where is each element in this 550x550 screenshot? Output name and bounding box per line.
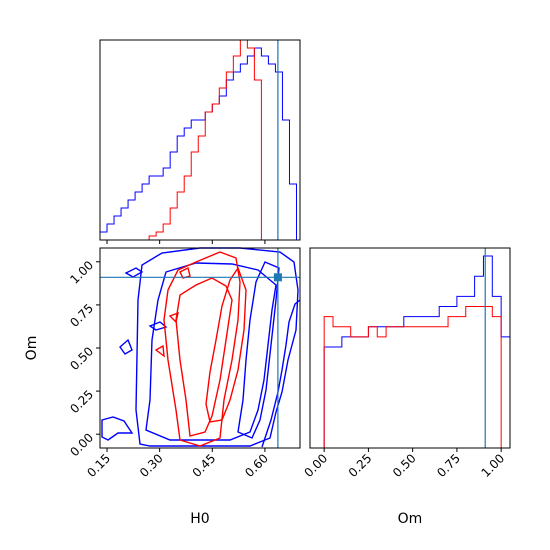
om-xtick-label: 0.50 (390, 451, 419, 480)
om-histogram-series (323, 306, 502, 448)
blue-contour-island (124, 267, 144, 278)
2d-ytick-label: 0.00 (67, 430, 96, 459)
2d-ylabel: Om (24, 336, 40, 361)
blue-contour-island (148, 321, 168, 331)
red-contour-inner (205, 266, 247, 423)
om-xtick-label: 0.75 (434, 451, 463, 480)
2d-ytick-label: 1.00 (67, 258, 96, 287)
2d-xtick-label: 0.60 (242, 451, 271, 480)
h0-histogram-series (99, 47, 297, 240)
h0-panel-frame (99, 39, 301, 241)
om-xlabel: Om (398, 511, 423, 527)
om-histogram-series (315, 255, 511, 449)
red-contour-outer (163, 251, 241, 447)
om-xtick-label: 0.00 (301, 451, 330, 480)
2d-xlabel: H0 (190, 511, 209, 527)
blue-contour-outer (101, 416, 134, 441)
red-contour-island (154, 344, 165, 358)
2d-truth-marker (273, 273, 282, 282)
2d-xtick-label: 0.45 (190, 451, 219, 480)
contour-lines (101, 247, 301, 448)
2d-ytick-label: 0.50 (67, 344, 96, 373)
2d-xtick-label: 0.30 (137, 451, 166, 480)
red-contour-island (168, 311, 179, 324)
om-xtick-label: 1.00 (478, 451, 507, 480)
red-contour-mid (175, 277, 233, 437)
blue-contour-inner (237, 261, 280, 439)
2d-xtick-label: 0.15 (84, 451, 113, 480)
red-contour-island (179, 266, 191, 279)
h0-histogram-series (148, 39, 262, 240)
2d-ytick-label: 0.75 (67, 301, 96, 330)
blue-contour-right (261, 299, 301, 448)
om-panel-frame (309, 247, 511, 449)
om-xtick-label: 0.25 (346, 451, 375, 480)
blue-contour-island (119, 338, 133, 355)
2d-ytick-label: 0.25 (67, 387, 96, 416)
blue-contour-mid (145, 262, 277, 441)
